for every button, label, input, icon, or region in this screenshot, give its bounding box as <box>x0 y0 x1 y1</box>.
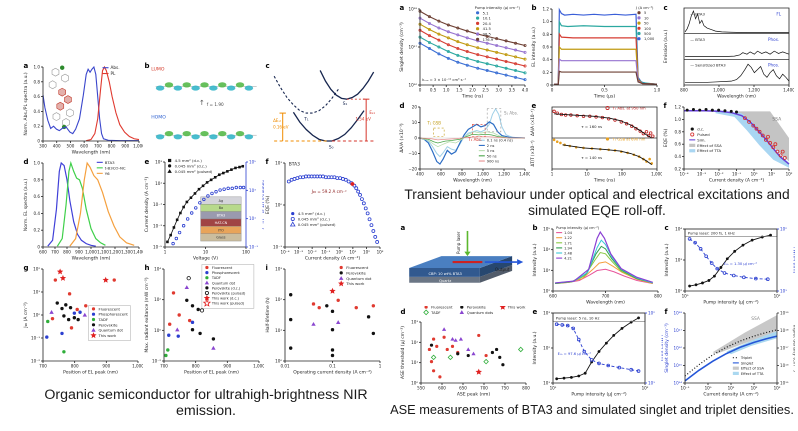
fig1-panel-h-exitance-compare <box>143 262 264 376</box>
figure-ase-caption: ASE measurements of BTA3 and simulated s… <box>390 402 794 417</box>
figure-nir-panels <box>22 60 392 376</box>
fig1-panel-b-homo-lumo <box>143 60 264 156</box>
fig1-panel-i-half-lifetime <box>264 262 385 376</box>
fig2-panel-a-singlet-decay <box>398 2 530 100</box>
fig3-panel-c-fs-threshold <box>663 222 795 306</box>
figure-nir-caption: Organic semiconductor for ultrahigh-brig… <box>44 387 368 419</box>
figure-nir-emission: Organic semiconductor for ultrahigh-brig… <box>20 60 392 419</box>
fig2-panel-b-el-transients <box>530 2 662 100</box>
figure-transient-caption: Transient behaviour under optical and el… <box>404 187 790 218</box>
figure-ase-panels <box>399 222 798 398</box>
fig2-panel-d-ta-spectra <box>398 100 530 184</box>
fig2-panel-f-eqe-simulation <box>662 100 794 184</box>
fig1-panel-a-abs-pl-spectra <box>22 60 143 156</box>
fig1-panel-g-j90-comparison <box>22 262 143 376</box>
fig3-panel-e-ns-threshold <box>531 306 663 398</box>
figure-transient-eqe: Transient behaviour under optical and el… <box>398 2 796 219</box>
fig3-panel-d-ase-threshold-compare <box>399 306 531 398</box>
fig1-panel-f-eqe-rolloff <box>264 156 385 262</box>
fig3-panel-f-density-simulation <box>663 306 795 398</box>
fig1-panel-d-el-spectra <box>22 156 143 262</box>
fig1-panel-c-energy-diagram <box>264 60 385 156</box>
figure-ase-bta3: ASE measurements of BTA3 and simulated s… <box>386 222 798 417</box>
fig2-panel-c-emission-stack <box>662 2 794 100</box>
fig1-panel-e-jv-radiance <box>143 156 264 262</box>
fig3-panel-a-waveguide-schematic <box>399 222 531 306</box>
figure-transient-panels <box>398 2 796 184</box>
fig2-panel-e-triplet-kinetics <box>530 100 662 184</box>
fig3-panel-b-ase-spectra <box>531 222 663 306</box>
